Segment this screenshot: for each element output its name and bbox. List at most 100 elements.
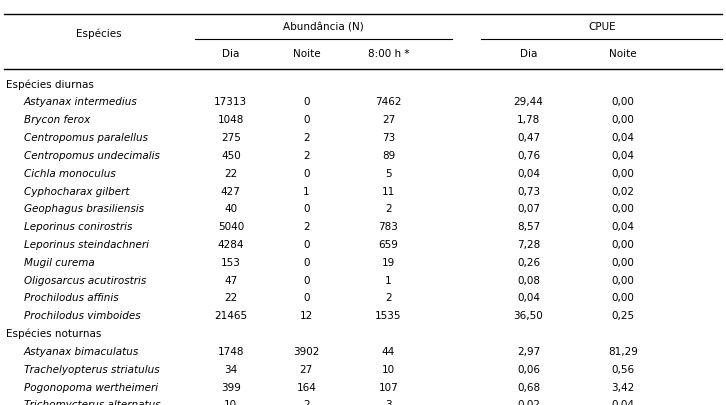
Text: 1535: 1535 (375, 311, 401, 321)
Text: Centropomus paralellus: Centropomus paralellus (24, 133, 148, 143)
Text: 0,06: 0,06 (517, 365, 540, 375)
Text: Brycon ferox: Brycon ferox (24, 115, 90, 125)
Text: 450: 450 (221, 151, 241, 161)
Text: 4284: 4284 (218, 240, 244, 250)
Text: 0: 0 (303, 169, 309, 179)
Text: 164: 164 (296, 383, 317, 392)
Text: 0,00: 0,00 (611, 294, 635, 303)
Text: 0,25: 0,25 (611, 311, 635, 321)
Text: CPUE: CPUE (588, 22, 616, 32)
Text: Dia: Dia (222, 49, 240, 59)
Text: 47: 47 (224, 276, 237, 286)
Text: 3902: 3902 (293, 347, 319, 357)
Text: 8,57: 8,57 (517, 222, 540, 232)
Text: 8:00 h *: 8:00 h * (367, 49, 409, 59)
Text: 0,00: 0,00 (611, 276, 635, 286)
Text: 11: 11 (382, 187, 395, 196)
Text: 0: 0 (303, 115, 309, 125)
Text: 0,76: 0,76 (517, 151, 540, 161)
Text: 0,04: 0,04 (611, 133, 635, 143)
Text: Oligosarcus acutirostris: Oligosarcus acutirostris (24, 276, 146, 286)
Text: 0,00: 0,00 (611, 169, 635, 179)
Text: Prochilodus affinis: Prochilodus affinis (24, 294, 118, 303)
Text: 0,26: 0,26 (517, 258, 540, 268)
Text: 0,04: 0,04 (517, 169, 540, 179)
Text: Astyanax intermedius: Astyanax intermedius (24, 98, 138, 107)
Text: 0,02: 0,02 (611, 187, 635, 196)
Text: Espécies noturnas: Espécies noturnas (6, 329, 101, 339)
Text: 44: 44 (382, 347, 395, 357)
Text: 17313: 17313 (214, 98, 248, 107)
Text: 29,44: 29,44 (513, 98, 544, 107)
Text: 22: 22 (224, 294, 237, 303)
Text: 12: 12 (300, 311, 313, 321)
Text: Cichla monoculus: Cichla monoculus (24, 169, 115, 179)
Text: Astyanax bimaculatus: Astyanax bimaculatus (24, 347, 139, 357)
Text: 19: 19 (382, 258, 395, 268)
Text: Mugil curema: Mugil curema (24, 258, 94, 268)
Text: 89: 89 (382, 151, 395, 161)
Text: 2: 2 (303, 222, 310, 232)
Text: 1,78: 1,78 (517, 115, 540, 125)
Text: 3: 3 (385, 401, 392, 405)
Text: Trachelyopterus striatulus: Trachelyopterus striatulus (24, 365, 160, 375)
Text: 1048: 1048 (218, 115, 244, 125)
Text: 36,50: 36,50 (514, 311, 543, 321)
Text: Noite: Noite (293, 49, 320, 59)
Text: 2: 2 (303, 133, 310, 143)
Text: Leporinus conirostris: Leporinus conirostris (24, 222, 132, 232)
Text: Abundância (N): Abundância (N) (282, 22, 364, 32)
Text: 659: 659 (378, 240, 399, 250)
Text: 399: 399 (221, 383, 241, 392)
Text: Espécies: Espécies (76, 28, 122, 39)
Text: 0,00: 0,00 (611, 240, 635, 250)
Text: 22: 22 (224, 169, 237, 179)
Text: 0: 0 (303, 294, 309, 303)
Text: 0,04: 0,04 (611, 222, 635, 232)
Text: 5040: 5040 (218, 222, 244, 232)
Text: 5: 5 (385, 169, 392, 179)
Text: 34: 34 (224, 365, 237, 375)
Text: 10: 10 (224, 401, 237, 405)
Text: Centropomus undecimalis: Centropomus undecimalis (24, 151, 160, 161)
Text: 81,29: 81,29 (608, 347, 638, 357)
Text: 427: 427 (221, 187, 241, 196)
Text: Espécies diurnas: Espécies diurnas (6, 79, 94, 90)
Text: 783: 783 (378, 222, 399, 232)
Text: Dia: Dia (520, 49, 537, 59)
Text: 0,47: 0,47 (517, 133, 540, 143)
Text: 1748: 1748 (218, 347, 244, 357)
Text: 7462: 7462 (375, 98, 401, 107)
Text: 0: 0 (303, 205, 309, 214)
Text: 2,97: 2,97 (517, 347, 540, 357)
Text: 0,00: 0,00 (611, 115, 635, 125)
Text: 73: 73 (382, 133, 395, 143)
Text: Prochilodus vimboides: Prochilodus vimboides (24, 311, 141, 321)
Text: 7,28: 7,28 (517, 240, 540, 250)
Text: 0,08: 0,08 (517, 276, 540, 286)
Text: 10: 10 (382, 365, 395, 375)
Text: Leporinus steindachneri: Leporinus steindachneri (24, 240, 149, 250)
Text: 275: 275 (221, 133, 241, 143)
Text: 0,00: 0,00 (611, 258, 635, 268)
Text: 27: 27 (300, 365, 313, 375)
Text: Cyphocharax gilbert: Cyphocharax gilbert (24, 187, 129, 196)
Text: 107: 107 (378, 383, 399, 392)
Text: 2: 2 (385, 205, 392, 214)
Text: 3,42: 3,42 (611, 383, 635, 392)
Text: 0,68: 0,68 (517, 383, 540, 392)
Text: 2: 2 (303, 401, 310, 405)
Text: Geophagus brasiliensis: Geophagus brasiliensis (24, 205, 144, 214)
Text: 2: 2 (385, 294, 392, 303)
Text: Noite: Noite (609, 49, 637, 59)
Text: 21465: 21465 (214, 311, 248, 321)
Text: 0: 0 (303, 98, 309, 107)
Text: 0,04: 0,04 (611, 151, 635, 161)
Text: 153: 153 (221, 258, 241, 268)
Text: 0: 0 (303, 258, 309, 268)
Text: 0,00: 0,00 (611, 98, 635, 107)
Text: 0: 0 (303, 240, 309, 250)
Text: 0,04: 0,04 (517, 294, 540, 303)
Text: 1: 1 (303, 187, 310, 196)
Text: 0: 0 (303, 276, 309, 286)
